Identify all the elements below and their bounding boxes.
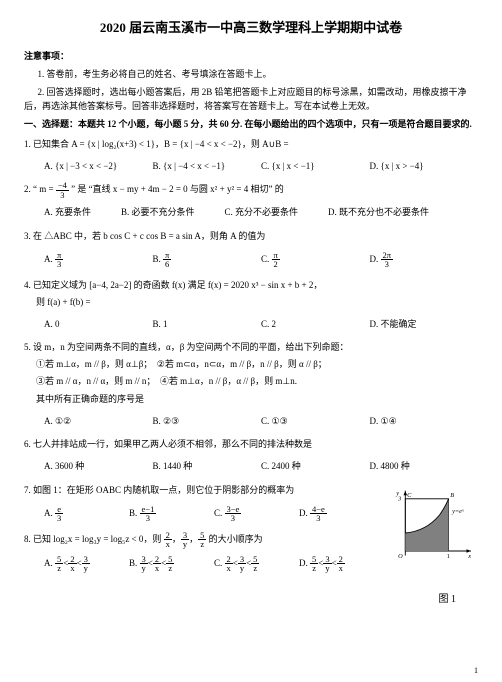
question-5: 5. 设 m，n 为空间两条不同的直线，α，β 为空间两个不同的平面，给出下列命… [24, 339, 478, 428]
q7-text: 7. 如图 1：在矩形 OABC 内随机取一点，则它位于阴影部分的概率为 [24, 482, 384, 499]
q8-opt-b: B. 3y<2x<5z [129, 555, 214, 573]
chart-label-curve: y=eˣ [451, 508, 464, 515]
notice-1: 1. 答卷前，考生务必将自己的姓名、考号填涂在答题卡上。 [24, 67, 478, 81]
q5-item-1: ①若 m⊥α，m // β，则 α⊥β； ②若 m⊂α，n⊂α，m // β，n… [24, 356, 478, 373]
q2-opt-d: D. 既不充分也不必要条件 [328, 205, 429, 219]
q6-opt-c: C. 2400 种 [261, 459, 370, 473]
q5-tail: 其中所有正确命题的序号是 [24, 391, 478, 408]
q8-text: 8. 已知 log₂x = log₃y = log₅z < 0，则 2x，3y，… [24, 531, 384, 549]
q2-opt-a: A. 充要条件 [44, 205, 91, 219]
q5-opt-d: D. ①④ [370, 414, 479, 428]
q4-opt-b: B. 1 [153, 317, 262, 331]
figure-1-label: 图 1 [439, 592, 457, 608]
q4-opt-d: D. 不能确定 [370, 317, 479, 331]
q3-opt-a: A. π3 [44, 251, 153, 269]
page-number: 1 [474, 665, 478, 678]
q1-opt-d: D. {x | x > −4} [370, 159, 479, 173]
q6-opt-d: D. 4800 种 [370, 459, 479, 473]
q4-opt-c: C. 2 [261, 317, 370, 331]
q3-text: 3. 在 △ABC 中，若 b cos C + c cos B = a sin … [24, 228, 478, 245]
q3-opt-b: B. π6 [153, 251, 262, 269]
chart-label-xtick: 1 [447, 553, 450, 560]
q8-opt-a: A. 5z<2x<3y [44, 555, 129, 573]
q7-opt-d: D. 4−e3 [299, 505, 384, 523]
question-4: 4. 已知定义域为 [a−4, 2a−2] 的奇函数 f(x) 满足 f(x) … [24, 277, 478, 332]
chart-label-c: C [407, 492, 412, 499]
q5-opt-b: B. ②③ [153, 414, 262, 428]
q7-opt-c: C. 3−e3 [214, 505, 299, 523]
q5-item-2: ③若 m // α，n // α，则 m // n； ④若 m⊥α，n // β… [24, 373, 478, 390]
question-6: 6. 七人并排站成一行，如果甲乙两人必须不相邻，那么不同的排法种数是 A. 36… [24, 436, 478, 473]
chart-label-b: B [450, 492, 454, 499]
figure-1-chart: 3 C B O 1 x y y=eˣ [394, 488, 476, 560]
q4-text2: 则 f(a) + f(b) = [24, 294, 478, 311]
q5-opt-a: A. ①② [44, 414, 153, 428]
q8-opt-d: D. 5z<3y<2x [299, 555, 384, 573]
chart-label-x: x [467, 553, 471, 560]
notice-2: 2. 回答选择题时，选出每小题答案后，用 2B 铅笔把答题卡上对应题目的标号涂黑… [24, 85, 478, 114]
q5-text: 5. 设 m，n 为空间两条不同的直线，α，β 为空间两个不同的平面，给出下列命… [24, 339, 478, 356]
question-2: 2. “ m = −43 ” 是 “直线 x − my + 4m − 2 = 0… [24, 181, 478, 219]
q3-opt-d: D. 2π3 [370, 251, 479, 269]
question-8: 8. 已知 log₂x = log₃y = log₅z < 0，则 2x，3y，… [24, 531, 384, 573]
question-1: 1. 已知集合 A = {x | log₂(x+3) < 1}，B = {x |… [24, 136, 478, 173]
q8-opt-c: C. 2x<3y<5z [214, 555, 299, 573]
q6-text: 6. 七人并排站成一行，如果甲乙两人必须不相邻，那么不同的排法种数是 [24, 436, 478, 453]
section-1-head: 一、选择题：本题共 12 个小题，每小题 5 分，共 60 分. 在每小题给出的… [24, 117, 478, 131]
question-3: 3. 在 △ABC 中，若 b cos C + c cos B = a sin … [24, 228, 478, 269]
notice-head: 注意事项： [24, 49, 478, 63]
q1-text: 1. 已知集合 A = {x | log₂(x+3) < 1}，B = {x |… [24, 136, 478, 153]
page-title: 2020 届云南玉溪市一中高三数学理科上学期期中试卷 [24, 18, 478, 39]
q6-opt-b: B. 1440 种 [153, 459, 262, 473]
q2-opt-b: B. 必要不充分条件 [121, 205, 195, 219]
q3-opt-c: C. π2 [261, 251, 370, 269]
q4-text: 4. 已知定义域为 [a−4, 2a−2] 的奇函数 f(x) 满足 f(x) … [24, 277, 478, 294]
q2-text: 2. “ m = −43 ” 是 “直线 x − my + 4m − 2 = 0… [24, 181, 478, 199]
q1-opt-c: C. {x | x < −1} [261, 159, 370, 173]
q2-opt-c: C. 充分不必要条件 [225, 205, 299, 219]
q4-opt-a: A. 0 [44, 317, 153, 331]
q5-opt-c: C. ①③ [261, 414, 370, 428]
q7-opt-b: B. e−13 [129, 505, 214, 523]
q7-opt-a: A. e3 [44, 505, 129, 523]
chart-label-o: O [398, 553, 403, 560]
chart-label-y: y [395, 490, 399, 497]
q1-opt-b: B. {x | −4 < x < −1} [153, 159, 262, 173]
q1-opt-a: A. {x | −3 < x < −2} [44, 159, 153, 173]
question-7: 7. 如图 1：在矩形 OABC 内随机取一点，则它位于阴影部分的概率为 A. … [24, 482, 384, 523]
q6-opt-a: A. 3600 种 [44, 459, 153, 473]
